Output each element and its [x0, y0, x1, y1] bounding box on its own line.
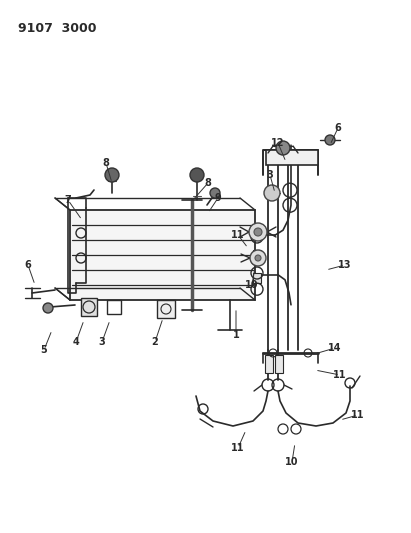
Text: 4: 4	[73, 337, 79, 347]
Text: 14: 14	[328, 343, 342, 353]
Text: 9: 9	[215, 193, 222, 203]
Text: 12: 12	[271, 138, 285, 148]
Circle shape	[105, 168, 119, 182]
Circle shape	[210, 188, 220, 198]
Text: 6: 6	[25, 260, 31, 270]
Circle shape	[249, 223, 267, 241]
Text: 9107  3000: 9107 3000	[18, 22, 97, 35]
Circle shape	[190, 168, 204, 182]
Text: 13: 13	[338, 260, 352, 270]
Bar	[157, 300, 175, 318]
Circle shape	[276, 141, 290, 155]
Bar	[275, 355, 283, 373]
Text: 8: 8	[103, 158, 109, 168]
Text: 2: 2	[152, 337, 158, 347]
Text: 3: 3	[267, 170, 273, 180]
Text: 5: 5	[41, 345, 47, 355]
Bar	[81, 298, 97, 316]
Bar	[107, 300, 121, 314]
Text: 7: 7	[65, 195, 72, 205]
Text: 10: 10	[285, 457, 299, 467]
Text: 11: 11	[351, 410, 365, 420]
Bar	[265, 355, 273, 373]
Circle shape	[264, 185, 280, 201]
Bar	[253, 228, 261, 238]
Bar	[253, 272, 261, 282]
Circle shape	[255, 255, 261, 261]
Text: 6: 6	[335, 123, 342, 133]
Text: 1: 1	[233, 330, 239, 340]
Bar	[70, 210, 255, 300]
Bar	[266, 150, 318, 165]
Circle shape	[254, 228, 262, 236]
Circle shape	[250, 250, 266, 266]
Text: 11: 11	[231, 230, 245, 240]
Text: 8: 8	[205, 178, 211, 188]
Text: 11: 11	[333, 370, 347, 380]
Circle shape	[43, 303, 53, 313]
Text: 3: 3	[99, 337, 105, 347]
Text: 11: 11	[231, 443, 245, 453]
Bar	[253, 250, 261, 260]
Circle shape	[325, 135, 335, 145]
Text: 10: 10	[245, 280, 259, 290]
